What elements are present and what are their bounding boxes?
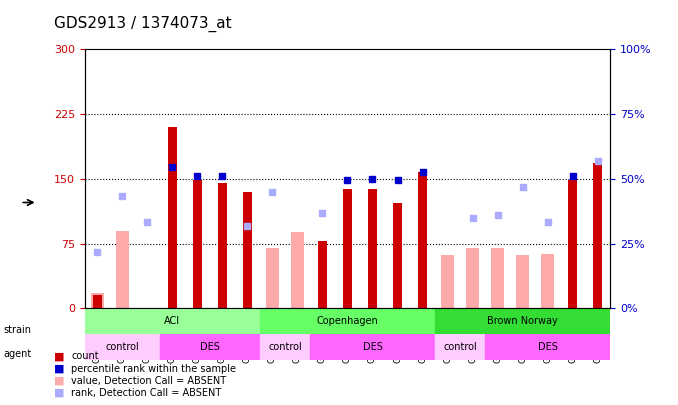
Text: control: control: [443, 343, 477, 352]
Bar: [516, 255, 530, 309]
Bar: [541, 254, 554, 309]
Text: DES: DES: [363, 343, 382, 352]
Bar: [368, 189, 377, 309]
Text: ■: ■: [54, 376, 64, 386]
Bar: [116, 230, 129, 309]
Bar: [485, 335, 610, 360]
Bar: [435, 309, 610, 335]
Bar: [491, 248, 504, 309]
Text: agent: agent: [3, 350, 32, 359]
Text: Copenhagen: Copenhagen: [317, 316, 378, 326]
Text: DES: DES: [538, 343, 557, 352]
Bar: [85, 335, 160, 360]
Bar: [168, 126, 177, 309]
Bar: [393, 203, 402, 309]
Bar: [193, 180, 202, 309]
Bar: [91, 293, 104, 309]
Text: GDS2913 / 1374073_at: GDS2913 / 1374073_at: [54, 16, 232, 32]
Bar: [218, 183, 226, 309]
Text: control: control: [105, 343, 139, 352]
Bar: [260, 309, 435, 335]
Bar: [318, 241, 327, 309]
Text: value, Detection Call = ABSENT: value, Detection Call = ABSENT: [71, 376, 226, 386]
Text: percentile rank within the sample: percentile rank within the sample: [71, 364, 236, 373]
Bar: [593, 163, 602, 309]
Text: Brown Norway: Brown Norway: [487, 316, 558, 326]
Text: ■: ■: [54, 364, 64, 373]
Text: ACI: ACI: [164, 316, 180, 326]
Text: ■: ■: [54, 352, 64, 361]
Bar: [266, 248, 279, 309]
Text: count: count: [71, 352, 99, 361]
Bar: [343, 189, 352, 309]
Bar: [160, 335, 260, 360]
Bar: [568, 180, 577, 309]
Bar: [441, 255, 454, 309]
Bar: [85, 309, 260, 335]
Bar: [291, 232, 304, 309]
Text: rank, Detection Call = ABSENT: rank, Detection Call = ABSENT: [71, 388, 222, 398]
Bar: [93, 296, 102, 309]
Bar: [435, 335, 485, 360]
Bar: [243, 192, 252, 309]
Bar: [418, 172, 427, 309]
Text: strain: strain: [3, 325, 31, 335]
Bar: [466, 248, 479, 309]
Bar: [260, 335, 310, 360]
Bar: [310, 335, 435, 360]
Text: control: control: [268, 343, 302, 352]
Text: ■: ■: [54, 388, 64, 398]
Text: DES: DES: [200, 343, 220, 352]
